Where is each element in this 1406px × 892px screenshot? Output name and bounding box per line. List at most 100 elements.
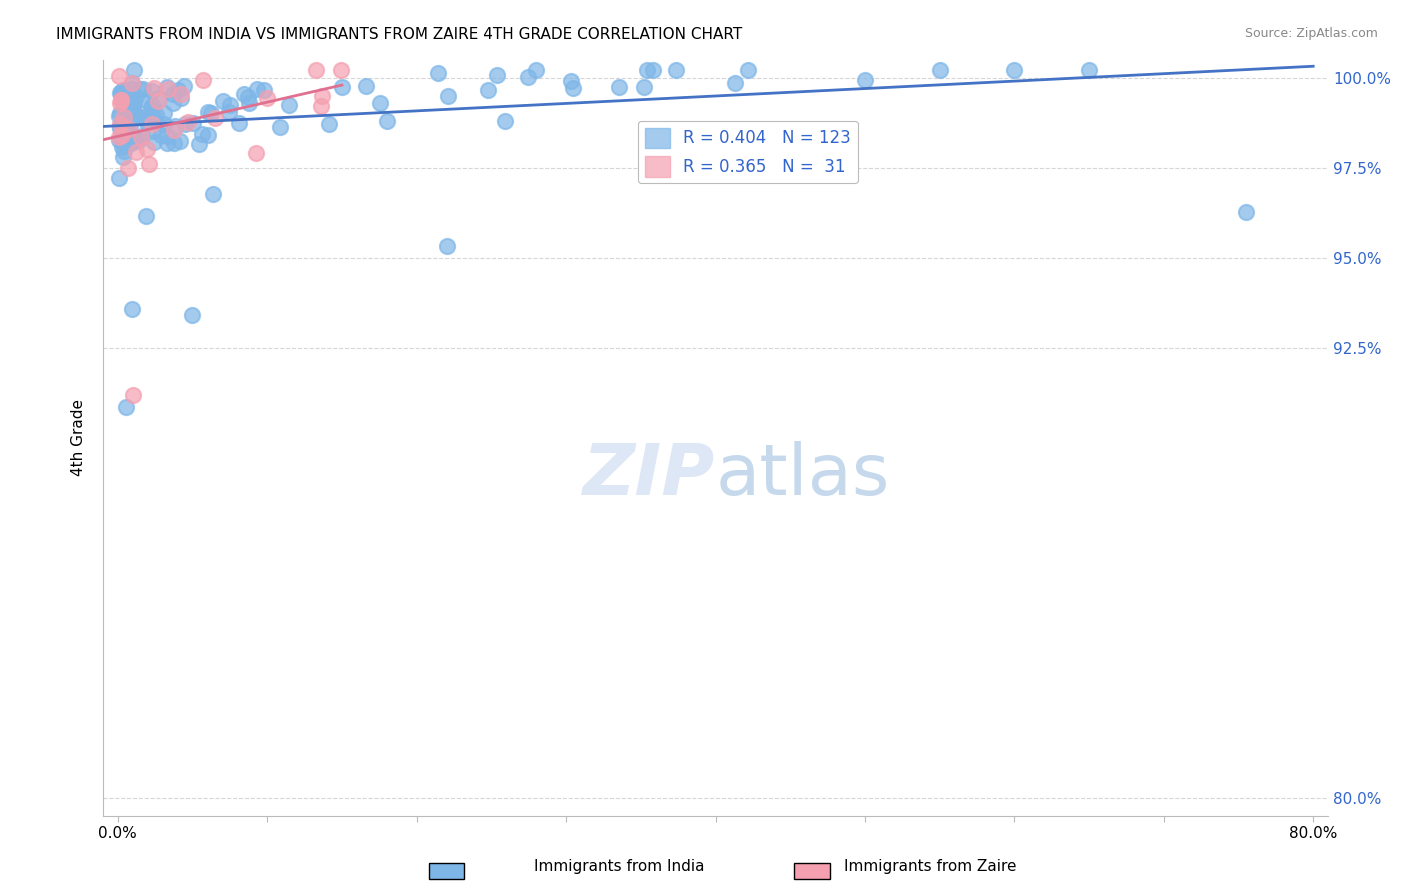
Immigrants from India [156, 136, 179, 151]
Immigrants from India [269, 120, 291, 134]
Immigrants from India [200, 105, 222, 120]
Immigrants from Zaire [108, 117, 131, 131]
Immigrants from India [135, 209, 157, 223]
Immigrants from India [1002, 63, 1025, 78]
Immigrants from Zaire [204, 112, 226, 126]
Immigrants from Zaire [169, 87, 191, 101]
Immigrants from India [246, 82, 269, 96]
Immigrants from India [128, 82, 150, 96]
Immigrants from India [110, 85, 132, 99]
Immigrants from Zaire [245, 145, 267, 160]
Immigrants from India [477, 83, 499, 97]
Immigrants from India [170, 90, 193, 104]
Immigrants from India [211, 94, 233, 108]
Immigrants from India [112, 99, 135, 113]
Immigrants from India [561, 81, 583, 95]
Immigrants from India [153, 117, 176, 131]
Immigrants from India [118, 102, 141, 116]
Immigrants from Zaire [311, 99, 333, 113]
Immigrants from India [112, 150, 135, 164]
Immigrants from India [108, 120, 131, 134]
Immigrants from Zaire [191, 73, 214, 87]
Immigrants from India [330, 79, 353, 94]
Immigrants from Zaire [108, 130, 131, 145]
Immigrants from India [167, 83, 190, 97]
Immigrants from India [375, 113, 398, 128]
Immigrants from India [124, 134, 146, 148]
Immigrants from India [370, 96, 392, 111]
Immigrants from India [664, 63, 686, 78]
Immigrants from India [145, 108, 167, 122]
Immigrants from India [108, 171, 131, 186]
Immigrants from India [108, 109, 131, 123]
Immigrants from India [121, 101, 143, 115]
Immigrants from India [121, 301, 143, 316]
Immigrants from India [120, 129, 142, 144]
Immigrants from India [115, 120, 138, 134]
Immigrants from India [131, 128, 153, 143]
Immigrants from Zaire [136, 142, 159, 156]
Immigrants from India [318, 117, 340, 131]
Text: Immigrants from India: Immigrants from India [534, 859, 704, 874]
Immigrants from Zaire [157, 81, 180, 95]
Immigrants from India [115, 87, 138, 101]
Immigrants from India [643, 63, 665, 78]
Immigrants from India [141, 107, 163, 121]
Immigrants from India [120, 82, 142, 96]
Immigrants from India [181, 116, 204, 130]
Immigrants from Zaire [142, 80, 165, 95]
Immigrants from Zaire [108, 69, 131, 83]
Immigrants from India [354, 79, 377, 94]
Immigrants from India [494, 114, 516, 128]
Immigrants from India [228, 115, 250, 129]
Immigrants from Zaire [330, 63, 353, 78]
Immigrants from India [114, 122, 136, 136]
Immigrants from India [136, 112, 159, 126]
Immigrants from India [141, 101, 163, 115]
Immigrants from India [111, 139, 134, 153]
Immigrants from India [142, 123, 165, 137]
Immigrants from India [197, 105, 219, 120]
Immigrants from India [125, 90, 148, 104]
Immigrants from India [636, 63, 658, 78]
Immigrants from Zaire [110, 128, 132, 142]
Immigrants from India [197, 128, 219, 142]
Immigrants from Zaire [112, 110, 135, 124]
Immigrants from India [132, 81, 155, 95]
Immigrants from India [173, 117, 195, 131]
Immigrants from India [134, 93, 156, 107]
Immigrants from Zaire [162, 123, 184, 137]
Immigrants from Zaire [141, 117, 163, 131]
Immigrants from India [110, 106, 132, 120]
Immigrants from Zaire [138, 157, 160, 171]
Immigrants from India [114, 117, 136, 131]
Immigrants from India [426, 66, 449, 80]
Immigrants from India [485, 68, 508, 82]
Immigrants from Zaire [110, 94, 132, 108]
Immigrants from India [253, 83, 276, 97]
Immigrants from Zaire [146, 94, 169, 108]
Immigrants from India [112, 120, 135, 134]
Immigrants from India [165, 119, 187, 133]
Immigrants from India [191, 127, 214, 141]
Immigrants from India [111, 83, 134, 97]
Immigrants from Zaire [125, 145, 148, 159]
Immigrants from India [114, 103, 136, 118]
Immigrants from India [128, 132, 150, 146]
Immigrants from India [111, 134, 134, 148]
Immigrants from India [115, 401, 138, 415]
Immigrants from India [124, 107, 146, 121]
Immigrants from India [633, 80, 655, 95]
Immigrants from India [112, 145, 135, 159]
Immigrants from India [162, 136, 184, 150]
Immigrants from India [121, 76, 143, 90]
Immigrants from Zaire [108, 95, 131, 110]
Immigrants from India [141, 84, 163, 98]
Immigrants from India [169, 134, 191, 148]
Immigrants from India [607, 80, 630, 95]
Immigrants from India [143, 136, 166, 150]
Immigrants from Zaire [311, 89, 333, 103]
Immigrants from India [149, 128, 172, 142]
Immigrants from India [202, 186, 225, 201]
Immigrants from India [108, 119, 131, 133]
